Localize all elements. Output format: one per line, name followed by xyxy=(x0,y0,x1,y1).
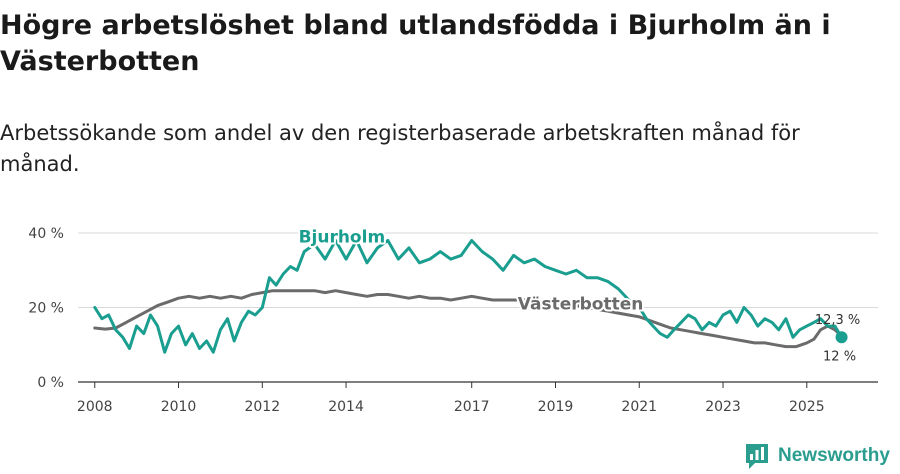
brand-logo[interactable]: Newsworthy xyxy=(744,441,890,471)
end-annotations: 12,3 % 12 % xyxy=(815,313,860,364)
x-tick-label: 2012 xyxy=(244,399,280,415)
y-axis-ticks: 0 % 20 % 40 % xyxy=(28,226,64,391)
series-line-vasterbotten xyxy=(93,289,844,349)
chart-title: Högre arbetslöshet bland utlandsfödda i … xyxy=(0,10,831,77)
chart-subtitle: Arbetssökande som andel av den registerb… xyxy=(0,121,800,176)
newsworthy-logo-icon xyxy=(746,444,768,469)
series-label-bjurholm-halo: Bjurholm xyxy=(299,227,386,247)
y-tick-label: 20 % xyxy=(28,301,64,317)
y-tick-label: 40 % xyxy=(28,226,64,242)
series-line-bjurholm xyxy=(93,239,844,354)
x-tick-label: 2019 xyxy=(538,399,574,415)
x-axis: 2008 2010 2012 2014 2017 2019 2021 2023 2025 xyxy=(77,381,878,415)
x-tick-label: 2014 xyxy=(328,399,364,415)
series-label-bjurholm: Bjurholm xyxy=(299,227,386,247)
x-tick-label: 2008 xyxy=(77,399,113,415)
series-label-vasterbotten: Västerbotten xyxy=(518,294,644,314)
x-tick-label: 2017 xyxy=(454,399,490,415)
x-tick-label: 2021 xyxy=(621,399,657,415)
series-lines xyxy=(93,239,844,354)
x-tick-label: 2010 xyxy=(161,399,197,415)
x-tick-label: 2025 xyxy=(789,399,825,415)
end-point-bjurholm xyxy=(835,331,848,344)
y-tick-label: 0 % xyxy=(37,375,64,391)
brand-name: Newsworthy xyxy=(778,445,890,466)
series-label-vasterbotten-halo: Västerbotten xyxy=(518,294,644,314)
line-chart: 0 % 20 % 40 % 2008 2010 2012 2014 2017 2019 2021… xyxy=(28,225,878,415)
annotation-vasterbotten-value: 12,3 % xyxy=(815,313,860,328)
x-tick-label: 2023 xyxy=(705,399,741,415)
annotation-bjurholm-value: 12 % xyxy=(823,349,856,364)
